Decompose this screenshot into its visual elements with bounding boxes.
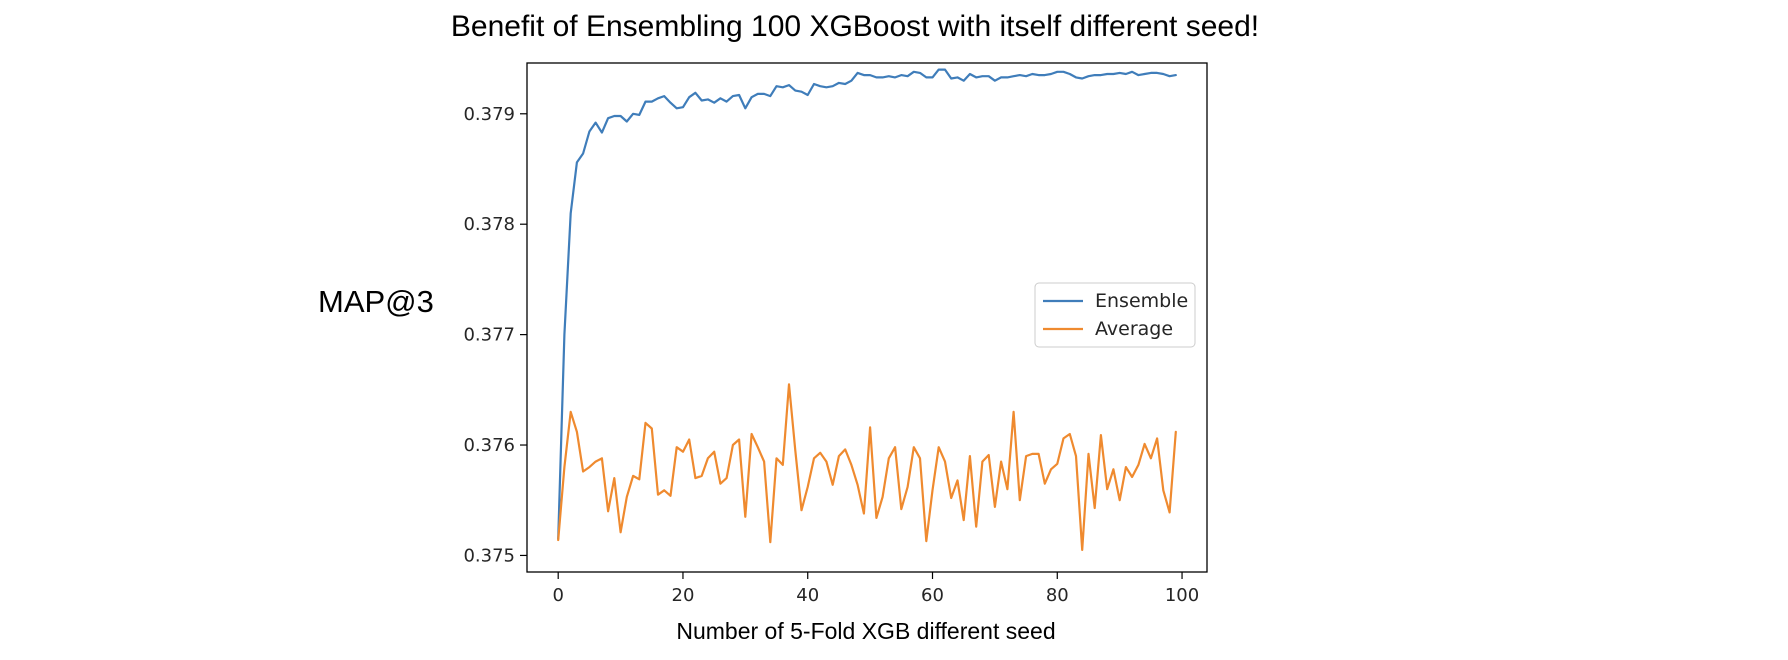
y-tick-label: 0.378 [463, 214, 515, 235]
x-axis-ticks: 0 20 40 60 80 100 [552, 572, 1199, 606]
plot-area [526, 62, 1208, 573]
x-tick-label: 20 [672, 585, 695, 606]
x-tick-label: 40 [796, 585, 819, 606]
x-tick-label: 80 [1046, 585, 1069, 606]
series-line-average [557, 383, 1177, 552]
y-tick-label: 0.377 [463, 325, 515, 346]
chart-title: Benefit of Ensembling 100 XGBoost with i… [450, 10, 1260, 43]
series-layer [557, 68, 1177, 552]
x-tick-label: 0 [552, 585, 563, 606]
x-tick-label: 100 [1165, 585, 1199, 606]
x-tick-label: 60 [921, 585, 944, 606]
plot-frame [526, 62, 1208, 573]
y-axis-label: MAP@3 [318, 284, 434, 319]
legend: Ensemble Average [1034, 282, 1196, 348]
legend-label-average: Average [1095, 318, 1173, 340]
x-axis-label: Number of 5-Fold XGB different seed [676, 618, 1056, 644]
series-line-ensemble [557, 68, 1177, 541]
y-tick-label: 0.379 [463, 104, 515, 125]
y-axis-ticks: 0.375 0.376 0.377 0.378 0.379 [463, 104, 527, 566]
y-tick-label: 0.376 [463, 435, 515, 456]
legend-box [1034, 282, 1196, 348]
y-tick-label: 0.375 [463, 545, 515, 566]
legend-label-ensemble: Ensemble [1095, 290, 1188, 312]
